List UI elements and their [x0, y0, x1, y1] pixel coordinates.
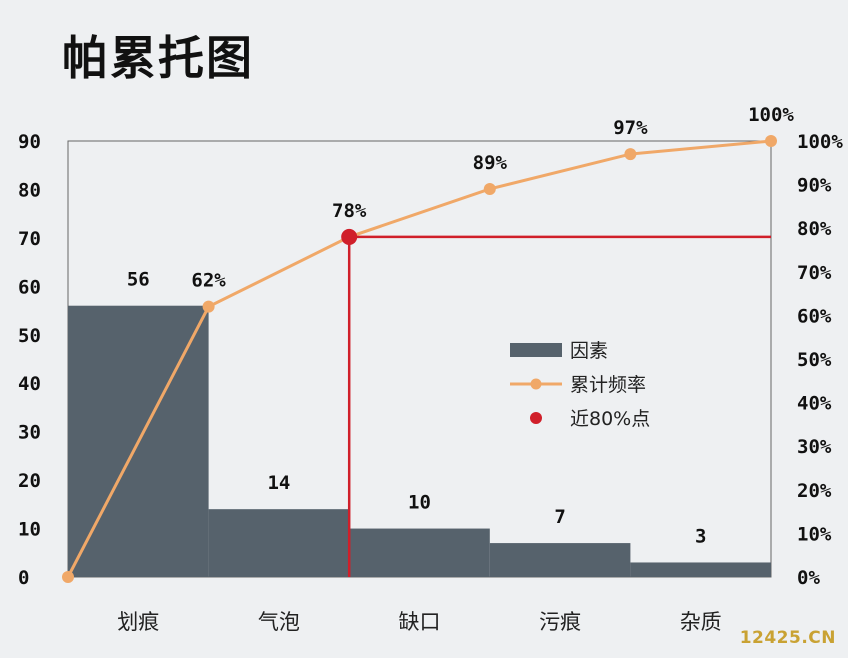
left-axis-ticks: 0 10 20 30 40 50 60 70 80 90	[18, 131, 41, 589]
cumulative-label: 100%	[748, 104, 794, 126]
right-tick-label: 20%	[797, 480, 832, 502]
right-axis-ticks: 0% 10% 20% 30% 40% 50% 60% 70% 80% 90% 100%	[797, 131, 843, 589]
legend-marker-swatch	[530, 412, 542, 424]
bar-value-label: 7	[554, 506, 565, 528]
bar-value-label: 3	[695, 525, 706, 547]
category-label: 污痕	[539, 610, 581, 634]
bar-series	[68, 305, 771, 577]
chart-title: 帕累托图	[62, 31, 254, 85]
left-tick-label: 90	[18, 131, 41, 153]
bar-value-label: 10	[408, 492, 431, 514]
category-label: 缺口	[399, 610, 441, 634]
category-label: 划痕	[117, 610, 159, 634]
right-tick-label: 0%	[797, 567, 820, 589]
eighty-percent-marker	[341, 228, 358, 245]
bar-value-label: 14	[267, 472, 290, 494]
left-tick-label: 40	[18, 373, 41, 395]
cumulative-label: 97%	[613, 117, 648, 139]
left-tick-label: 10	[18, 519, 41, 541]
cumulative-line	[66, 139, 772, 578]
left-tick-label: 60	[18, 276, 41, 298]
cumulative-point	[202, 300, 215, 313]
left-tick-label: 30	[18, 422, 41, 444]
bar	[630, 562, 771, 577]
left-tick-label: 80	[18, 179, 41, 201]
category-label: 杂质	[680, 610, 722, 634]
cumulative-line-series	[62, 135, 777, 583]
eighty-percent-guides	[347, 235, 771, 577]
legend-marker-label: 近80%点	[570, 408, 650, 430]
data-labels: 56 14 10 7 3 62% 78% 89% 97% 100%	[127, 104, 795, 547]
right-tick-label: 80%	[797, 218, 832, 240]
category-axis: 划痕 气泡 缺口 污痕 杂质	[117, 610, 721, 634]
watermark: 12425.CN	[739, 628, 836, 648]
left-tick-label: 0	[18, 567, 29, 589]
legend-line-point	[530, 378, 542, 390]
cumulative-point	[62, 571, 74, 583]
left-tick-label: 70	[18, 228, 41, 250]
right-tick-label: 50%	[797, 349, 832, 371]
cumulative-point	[765, 135, 777, 147]
cumulative-label: 62%	[191, 270, 226, 292]
bar	[349, 528, 490, 577]
right-tick-label: 40%	[797, 393, 832, 415]
cumulative-label: 78%	[332, 200, 367, 222]
legend-line-label: 累计频率	[570, 374, 646, 396]
bar-value-label: 56	[127, 269, 150, 291]
legend-bar-label: 因素	[570, 340, 608, 362]
left-tick-label: 50	[18, 325, 41, 347]
cumulative-label: 89%	[473, 152, 508, 174]
bar	[489, 543, 631, 577]
cumulative-point	[483, 182, 496, 195]
right-tick-label: 70%	[797, 262, 832, 284]
right-tick-label: 10%	[797, 523, 832, 545]
bar	[208, 509, 350, 577]
category-label: 气泡	[258, 610, 300, 634]
right-tick-label: 100%	[797, 131, 843, 153]
legend-bar-swatch	[510, 343, 562, 357]
right-tick-label: 60%	[797, 305, 832, 327]
right-tick-label: 30%	[797, 436, 832, 458]
left-tick-label: 20	[18, 470, 41, 492]
right-tick-label: 90%	[797, 175, 832, 197]
cumulative-point	[624, 148, 637, 161]
